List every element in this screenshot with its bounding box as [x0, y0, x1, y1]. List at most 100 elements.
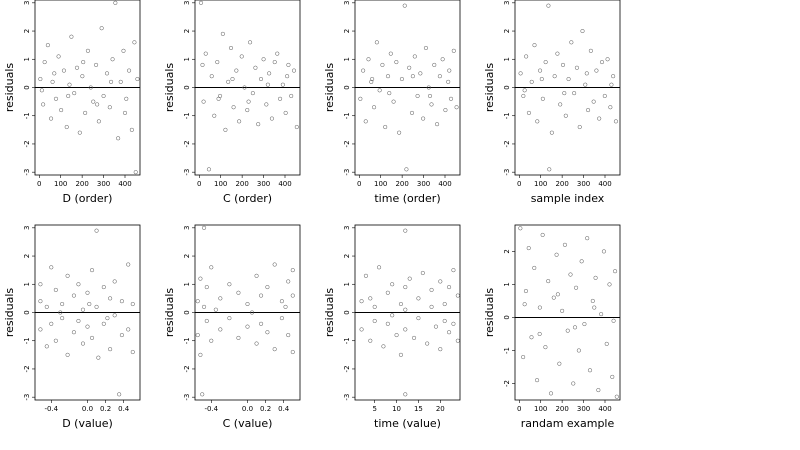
data-point	[397, 130, 402, 135]
data-point	[236, 290, 241, 295]
data-point	[368, 338, 373, 343]
y-tick-label: 0	[503, 315, 511, 319]
data-point	[372, 105, 377, 110]
data-point	[385, 290, 390, 295]
data-point	[286, 62, 291, 67]
x-tick-label: 0.0	[82, 405, 93, 413]
data-point	[202, 225, 207, 230]
data-point	[423, 45, 428, 51]
data-point	[49, 116, 54, 121]
data-point	[361, 68, 366, 73]
x-tick-label: 300	[577, 405, 590, 413]
data-point	[380, 62, 385, 67]
data-point	[227, 282, 232, 287]
data-point	[448, 96, 454, 101]
data-point	[359, 299, 364, 304]
data-point	[590, 298, 595, 303]
y-tick-label: -1	[343, 112, 351, 119]
data-point	[245, 301, 250, 307]
x-tick-label: 15	[414, 405, 423, 413]
scatter-panel-3: 0 100 200 300 400 -3 -2 -1 0 1 2 3 time (order) resid…	[323, 0, 461, 205]
data-point	[94, 304, 99, 309]
y-tick-label: -2	[503, 140, 511, 147]
data-point	[129, 127, 134, 132]
y-tick-label: 1	[343, 57, 351, 61]
data-point	[99, 26, 104, 31]
y-tick-label: -3	[183, 394, 191, 401]
y-tick-label: -3	[23, 394, 31, 401]
data-point	[71, 293, 76, 298]
data-point	[228, 45, 234, 51]
data-point	[427, 93, 433, 99]
data-point	[85, 324, 90, 329]
data-point	[203, 51, 208, 56]
data-point	[537, 305, 542, 310]
data-point	[132, 40, 137, 45]
data-point	[254, 273, 259, 278]
data-point	[53, 287, 58, 292]
data-point	[112, 313, 117, 318]
data-point	[429, 287, 434, 292]
data-point	[404, 167, 409, 172]
data-point	[264, 102, 269, 107]
data-point	[259, 321, 264, 326]
data-point	[242, 85, 247, 90]
data-point	[451, 48, 456, 53]
data-point	[72, 91, 77, 96]
data-point	[548, 391, 554, 396]
data-point	[126, 262, 131, 267]
data-point	[286, 279, 291, 284]
data-point	[410, 74, 415, 79]
data-point	[599, 60, 605, 65]
data-point	[116, 136, 121, 141]
x-tick-label: 200	[75, 180, 88, 188]
data-point	[432, 62, 437, 67]
data-point	[112, 279, 117, 284]
x-tick-label: 300	[257, 180, 270, 188]
data-point	[451, 321, 456, 326]
data-point	[44, 304, 49, 309]
data-point	[201, 99, 206, 104]
data-point	[437, 74, 442, 79]
data-point	[555, 292, 560, 297]
data-point	[60, 316, 65, 321]
scatter-panel-4: 0 100 200 300 400 -3 -2 -1 0 1 2 3 sample index resid…	[483, 0, 621, 205]
data-point	[421, 116, 426, 121]
x-tick-label: 5	[372, 405, 376, 413]
data-point	[285, 74, 290, 79]
data-point	[524, 54, 529, 59]
y-tick-label: -2	[23, 140, 31, 147]
x-axis-label: randam example	[521, 417, 615, 430]
data-point	[110, 57, 115, 62]
data-point	[80, 74, 85, 79]
data-point	[583, 82, 588, 87]
data-point	[130, 301, 135, 307]
y-tick-label: -1	[183, 112, 191, 119]
y-tick-label: 0	[23, 310, 31, 314]
data-point	[67, 82, 72, 87]
data-point	[45, 43, 50, 48]
data-point	[38, 76, 43, 82]
data-point	[227, 316, 232, 321]
data-point	[420, 270, 425, 276]
y-tick-label: 0	[183, 85, 191, 89]
data-point	[121, 48, 126, 53]
data-point	[231, 105, 236, 110]
data-point	[522, 88, 527, 93]
data-point	[94, 228, 99, 233]
x-tick-label: -0.4	[204, 405, 218, 413]
x-axis-label: sample index	[531, 192, 605, 205]
data-point	[391, 99, 396, 104]
data-point	[566, 76, 571, 82]
data-point	[594, 68, 599, 73]
data-point	[562, 91, 567, 96]
x-tick-label: 200	[555, 405, 568, 413]
data-point	[563, 113, 568, 118]
data-point	[289, 93, 294, 99]
data-point	[403, 228, 408, 233]
data-point	[256, 122, 261, 127]
data-point	[105, 316, 110, 321]
data-point	[537, 331, 542, 337]
scatter-panel-8: 0 100 200 300 400 -2 -1 0 1 2 randam example residu…	[483, 224, 621, 430]
y-tick-label: 0	[343, 310, 351, 314]
